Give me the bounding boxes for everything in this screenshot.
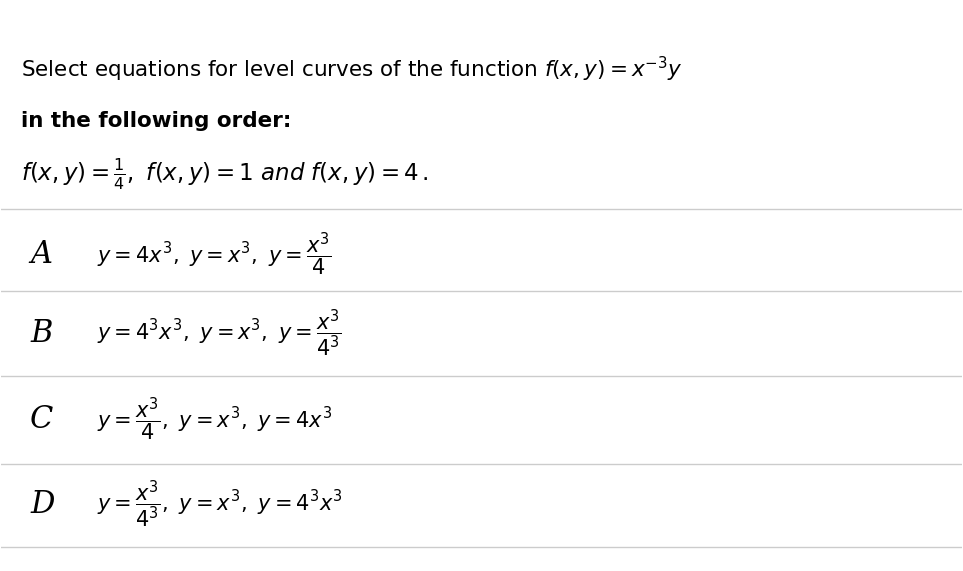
Text: $y = 4x^3,\ y = x^3,\ y = \dfrac{x^3}{4}$: $y = 4x^3,\ y = x^3,\ y = \dfrac{x^3}{4}…: [97, 230, 332, 278]
Text: Select equations for level curves of the function $f(x, y) = x^{-3}y$: Select equations for level curves of the…: [20, 55, 682, 84]
Text: A: A: [30, 239, 52, 270]
Text: B: B: [30, 318, 53, 349]
Text: $y = \dfrac{x^3}{4},\ y = x^3,\ y = 4x^3$: $y = \dfrac{x^3}{4},\ y = x^3,\ y = 4x^3…: [97, 395, 332, 443]
Text: $f(x, y) = \frac{1}{4},\ f(x, y) = 1$ and $f(x, y) = 4\,.$: $f(x, y) = \frac{1}{4},\ f(x, y) = 1$ an…: [20, 157, 429, 192]
Text: C: C: [30, 404, 54, 435]
Text: $y = 4^3 x^3,\ y = x^3,\ y = \dfrac{x^3}{4^3}$: $y = 4^3 x^3,\ y = x^3,\ y = \dfrac{x^3}…: [97, 308, 342, 360]
Text: in the following order:: in the following order:: [20, 111, 291, 131]
Text: D: D: [30, 489, 55, 520]
Text: $y = \dfrac{x^3}{4^3},\ y = x^3,\ y = 4^3 x^3$: $y = \dfrac{x^3}{4^3},\ y = x^3,\ y = 4^…: [97, 478, 343, 530]
